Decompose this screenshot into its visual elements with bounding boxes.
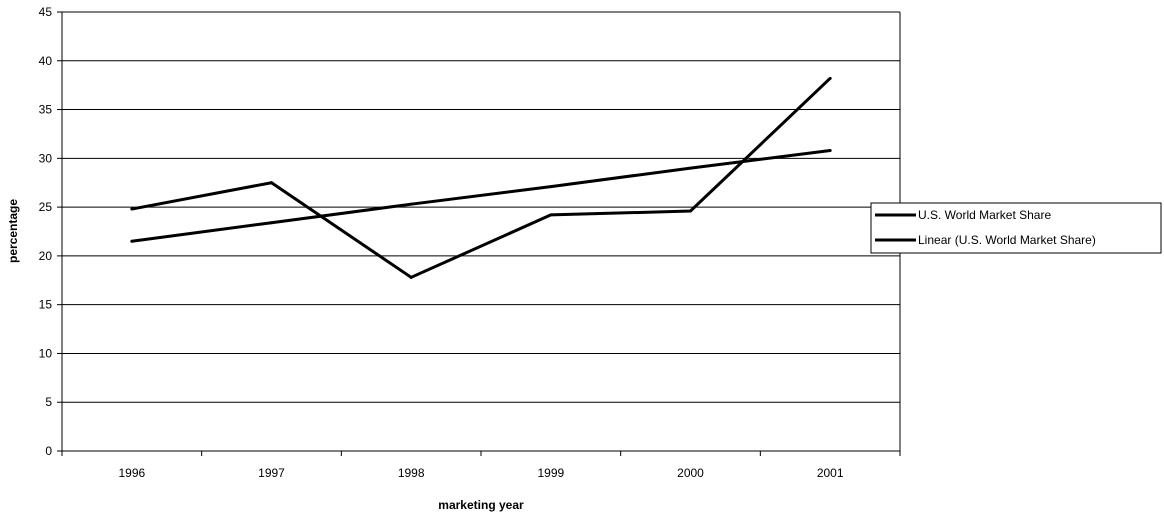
series-line-1 bbox=[131, 77, 832, 280]
y-tick-label: 15 bbox=[39, 298, 53, 312]
series-lines bbox=[130, 76, 832, 280]
data-point bbox=[409, 275, 413, 279]
legend: U.S. World Market Share Linear (U.S. Wor… bbox=[870, 202, 1162, 254]
x-tick-label: 2001 bbox=[817, 466, 844, 480]
legend-box bbox=[870, 202, 1162, 254]
y-tick-label: 10 bbox=[39, 346, 53, 360]
data-point bbox=[409, 202, 413, 206]
x-axis-title: marketing year bbox=[438, 498, 524, 512]
y-tick-label: 45 bbox=[39, 5, 53, 19]
series-line-2 bbox=[131, 149, 831, 243]
x-tick-label: 1999 bbox=[537, 466, 564, 480]
legend-label-series-2: Linear (U.S. World Market Share) bbox=[918, 233, 1096, 247]
y-axis-ticks: 0 5 10 15 20 25 30 35 40 45 bbox=[39, 5, 62, 458]
y-tick-label: 20 bbox=[39, 249, 53, 263]
data-point bbox=[270, 181, 273, 185]
legend-label-series-1: U.S. World Market Share bbox=[918, 208, 1051, 222]
y-tick-label: 5 bbox=[45, 395, 52, 409]
data-point bbox=[828, 76, 832, 80]
y-tick-label: 25 bbox=[39, 200, 53, 214]
x-axis-ticks: 1996 1997 1998 1999 2000 2001 bbox=[61, 451, 901, 480]
gridlines bbox=[62, 11, 900, 403]
data-point bbox=[549, 185, 553, 189]
y-tick-label: 0 bbox=[45, 444, 52, 458]
x-tick-label: 1998 bbox=[398, 466, 425, 480]
data-point bbox=[828, 149, 832, 153]
plot-area bbox=[61, 11, 901, 452]
y-tick-label: 35 bbox=[39, 103, 53, 117]
data-point bbox=[549, 213, 553, 217]
x-tick-label: 1996 bbox=[118, 466, 145, 480]
y-axis-title: percentage bbox=[6, 199, 20, 263]
data-point bbox=[689, 209, 692, 213]
y-tick-label: 30 bbox=[39, 151, 53, 165]
data-point bbox=[130, 207, 134, 211]
data-point bbox=[270, 221, 273, 225]
x-tick-label: 1997 bbox=[258, 466, 285, 480]
x-tick-label: 2000 bbox=[677, 466, 704, 480]
data-point bbox=[689, 166, 692, 170]
data-point bbox=[130, 239, 134, 243]
y-tick-label: 40 bbox=[39, 54, 53, 68]
